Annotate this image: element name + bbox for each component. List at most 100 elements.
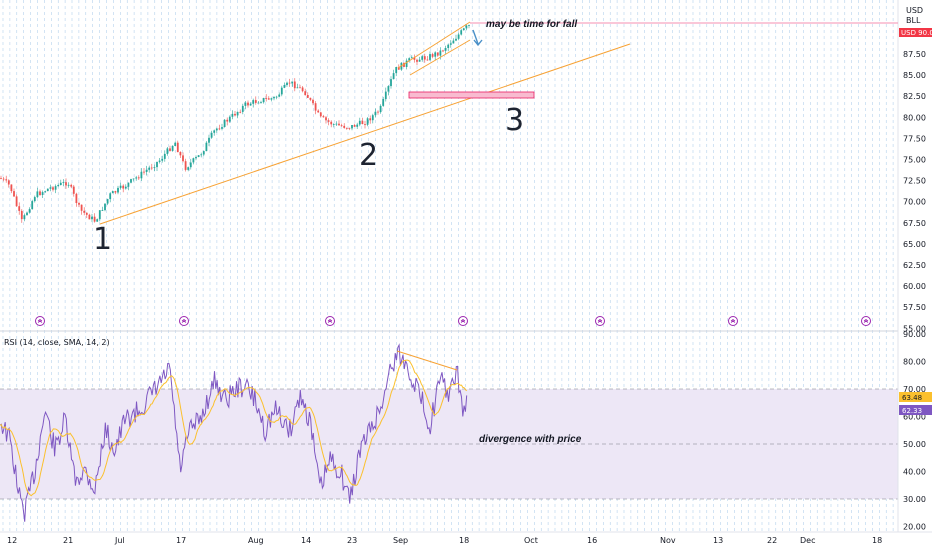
candle-body (442, 50, 444, 52)
candle-body (15, 196, 18, 207)
candle-body (59, 182, 62, 185)
trendline-support[interactable] (99, 43, 631, 225)
candle-body (377, 111, 379, 113)
candle-body (395, 67, 398, 74)
candle-body (101, 210, 104, 211)
candle-body (249, 103, 252, 106)
candle-body (270, 98, 273, 100)
candle-body (348, 127, 351, 129)
candle-body (306, 95, 309, 98)
candle-body (358, 120, 361, 125)
candle-body (304, 91, 307, 96)
candle-body (319, 112, 322, 117)
fall-note[interactable]: may be time for fall (486, 19, 577, 30)
candle-body (312, 99, 314, 104)
rsi-tick-label: 80.00 (903, 358, 926, 367)
candle-body (351, 125, 353, 129)
wave-2-label[interactable]: 2 (359, 138, 378, 173)
event-marker-glyph (730, 319, 736, 323)
candle-body (361, 120, 364, 124)
candle-body (166, 148, 169, 154)
candle-body (426, 59, 429, 61)
rsi-value-tag (899, 392, 932, 402)
rsi-line (0, 343, 468, 522)
candle-body (137, 177, 140, 179)
candle-body (293, 81, 296, 89)
candle-body (364, 124, 366, 125)
candle-body (85, 212, 88, 215)
candle-body (127, 182, 130, 187)
channel-lower[interactable] (409, 39, 471, 76)
date-tick-label: Aug (248, 536, 264, 545)
candle-body (218, 128, 221, 130)
date-axis[interactable]: 12 21 Jul 17 Aug 14 23 Sep 18 Oct 16 Nov 13 22 Dec 18 (7, 536, 882, 545)
target-zone-box[interactable] (408, 91, 535, 99)
candle-body (457, 34, 460, 39)
wave-1-label[interactable]: 1 (93, 222, 112, 257)
candle-body (434, 52, 437, 57)
candle-body (44, 191, 47, 193)
candle-body (169, 148, 171, 151)
event-marker-glyph (460, 319, 466, 323)
candle-body (93, 216, 96, 222)
candle-body (182, 155, 184, 162)
candle-body (452, 40, 455, 44)
candle-body (231, 113, 234, 117)
candle-body (309, 97, 312, 100)
wave-3-label[interactable]: 3 (505, 103, 524, 138)
candle-body (252, 100, 255, 104)
candle-body (353, 125, 356, 127)
candle-body (283, 85, 286, 88)
candle-body (148, 167, 151, 170)
date-tick-label: Nov (660, 536, 676, 545)
candle-body (88, 214, 91, 220)
channel-upper[interactable] (397, 21, 471, 69)
date-tick-label: Sep (393, 536, 408, 545)
candle-body (109, 193, 112, 200)
candle-body (124, 186, 127, 189)
price-axis[interactable]: 87.50 85.00 82.50 80.00 77.50 75.00 72.50 70.00… (903, 50, 926, 333)
candle-body (356, 124, 359, 127)
candle-body (54, 186, 57, 190)
candle-body (213, 130, 216, 133)
candle-body (247, 102, 249, 106)
date-tick-label: Dec (800, 536, 815, 545)
candle-body (288, 82, 291, 84)
candle-body (403, 62, 405, 67)
candle-body (413, 57, 416, 60)
price-tick-label: 65.00 (903, 240, 926, 249)
candle-body (325, 117, 327, 121)
candle-body (65, 182, 67, 186)
date-tick-label: 16 (587, 536, 597, 545)
candle-body (158, 160, 161, 162)
candle-body (119, 185, 122, 188)
rsi-divergence-line[interactable] (396, 350, 458, 371)
rsi-tick-label: 30.00 (903, 495, 926, 504)
currency-line1: USD (906, 6, 923, 15)
divergence-note[interactable]: divergence with price (479, 434, 582, 445)
event-marker-glyph (863, 319, 869, 323)
candle-body (387, 86, 390, 92)
candle-body (301, 87, 304, 92)
candle-body (153, 167, 156, 168)
price-tick-label: 85.00 (903, 71, 926, 80)
candle-body (130, 179, 132, 183)
candle-body (286, 82, 288, 85)
candle-body (462, 28, 465, 31)
candle-body (468, 25, 470, 26)
candle-body (210, 132, 213, 138)
candle-body (338, 123, 340, 126)
candle-body (384, 91, 387, 100)
candle-body (429, 54, 431, 60)
candle-body (221, 127, 223, 129)
candle-body (179, 152, 182, 156)
rsi-axis[interactable]: 90.00 80.00 70.00 60.00 50.00 40.00 30.00 20.00 (903, 330, 926, 532)
candle-body (296, 87, 299, 89)
candle-body (28, 209, 31, 213)
candle-body (117, 187, 119, 193)
candle-body (98, 210, 101, 220)
current-price-label: USD 90.02 (901, 29, 932, 37)
candle-body (114, 191, 117, 193)
candle-body (254, 100, 257, 103)
